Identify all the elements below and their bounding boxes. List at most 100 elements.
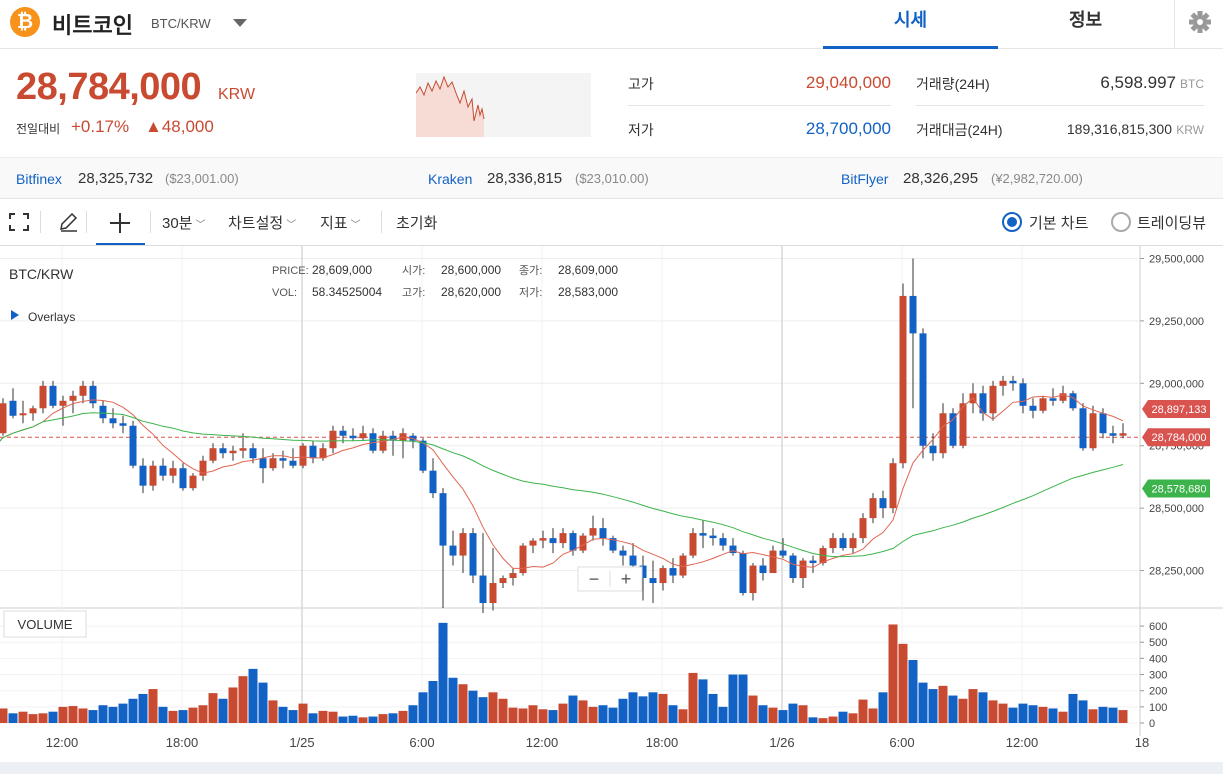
candle-body[interactable]: [319, 448, 327, 459]
candle-body[interactable]: [569, 533, 577, 551]
volume-bar[interactable]: [398, 710, 408, 723]
candle-body[interactable]: [939, 413, 947, 454]
interval-select[interactable]: 30분 ﹀: [162, 212, 206, 233]
volume-bar[interactable]: [338, 716, 348, 723]
volume-bar[interactable]: [88, 710, 98, 723]
candle-body[interactable]: [989, 385, 997, 414]
candle-body[interactable]: [519, 545, 527, 574]
candle-body[interactable]: [1049, 398, 1057, 401]
volume-bar[interactable]: [468, 690, 478, 723]
candle-body[interactable]: [809, 560, 817, 564]
settings-button[interactable]: [1174, 0, 1223, 49]
crosshair-tool-button[interactable]: [96, 199, 145, 245]
candle-body[interactable]: [839, 538, 847, 549]
volume-bar[interactable]: [218, 698, 228, 723]
volume-bar[interactable]: [598, 705, 608, 723]
candle-body[interactable]: [309, 445, 317, 459]
candle-body[interactable]: [589, 528, 597, 536]
volume-bar[interactable]: [28, 714, 38, 723]
volume-bar[interactable]: [238, 676, 248, 723]
volume-bar[interactable]: [868, 708, 878, 723]
volume-bar[interactable]: [578, 700, 588, 723]
volume-bar[interactable]: [8, 713, 18, 723]
candle-body[interactable]: [429, 470, 437, 494]
exchange-name-kraken[interactable]: Kraken: [428, 171, 473, 187]
volume-bar[interactable]: [348, 715, 358, 723]
candle-body[interactable]: [219, 448, 227, 454]
volume-bar[interactable]: [1058, 711, 1068, 723]
volume-bar[interactable]: [118, 703, 128, 723]
volume-bar[interactable]: [978, 692, 988, 723]
candle-body[interactable]: [199, 460, 207, 476]
basic-chart-label[interactable]: 기본 차트: [1029, 215, 1089, 232]
candle-body[interactable]: [119, 423, 127, 426]
candle-body[interactable]: [539, 538, 547, 541]
candle-body[interactable]: [979, 393, 987, 414]
candle-body[interactable]: [849, 538, 857, 549]
volume-bar[interactable]: [248, 668, 258, 723]
volume-bar[interactable]: [948, 695, 958, 723]
candle-body[interactable]: [179, 468, 187, 489]
candle-body[interactable]: [99, 405, 107, 419]
volume-bar[interactable]: [788, 703, 798, 723]
volume-bar[interactable]: [1078, 700, 1088, 723]
volume-bar[interactable]: [498, 698, 508, 723]
candle-body[interactable]: [1089, 413, 1097, 449]
candle-body[interactable]: [709, 535, 717, 539]
candle-body[interactable]: [129, 425, 137, 466]
volume-bar[interactable]: [258, 682, 268, 723]
volume-bar[interactable]: [698, 679, 708, 723]
candle-body[interactable]: [1099, 413, 1107, 434]
volume-bar[interactable]: [718, 706, 728, 723]
volume-bar[interactable]: [288, 710, 298, 723]
candle-body[interactable]: [879, 498, 887, 509]
volume-bar[interactable]: [78, 708, 88, 723]
volume-bar[interactable]: [858, 699, 868, 723]
volume-bar[interactable]: [838, 711, 848, 723]
candle-body[interactable]: [349, 435, 357, 439]
volume-bar[interactable]: [748, 695, 758, 723]
candle-body[interactable]: [209, 448, 217, 461]
candle-body[interactable]: [619, 550, 627, 556]
candle-body[interactable]: [799, 560, 807, 579]
volume-bar[interactable]: [648, 692, 658, 723]
candle-body[interactable]: [389, 435, 397, 441]
volume-bar[interactable]: [898, 643, 908, 723]
candle-body[interactable]: [959, 403, 967, 446]
volume-bar[interactable]: [938, 685, 948, 723]
volume-bar[interactable]: [688, 672, 698, 723]
candle-body[interactable]: [859, 518, 867, 539]
pencil-icon[interactable]: [58, 212, 78, 232]
volume-bar[interactable]: [418, 692, 428, 723]
volume-bar[interactable]: [818, 718, 828, 723]
volume-bar[interactable]: [918, 682, 928, 723]
candle-body[interactable]: [659, 568, 667, 584]
candle-body[interactable]: [239, 448, 247, 451]
volume-bar[interactable]: [908, 660, 918, 723]
candle-body[interactable]: [109, 418, 117, 424]
overlays-triangle-icon[interactable]: [11, 310, 19, 320]
volume-bar[interactable]: [608, 707, 618, 723]
candle-body[interactable]: [629, 555, 637, 566]
volume-bar[interactable]: [58, 706, 68, 723]
volume-bar[interactable]: [628, 692, 638, 723]
candle-body[interactable]: [49, 385, 57, 406]
volume-bar[interactable]: [1098, 706, 1108, 723]
volume-bar[interactable]: [618, 698, 628, 723]
candle-body[interactable]: [379, 435, 387, 451]
volume-bar[interactable]: [558, 703, 568, 723]
reset-button[interactable]: 초기화: [396, 215, 438, 232]
volume-bar[interactable]: [128, 698, 138, 723]
volume-bar[interactable]: [568, 695, 578, 723]
tab-market[interactable]: 시세: [823, 0, 998, 49]
candle-body[interactable]: [669, 568, 677, 576]
candle-body[interactable]: [559, 533, 567, 544]
candle-body[interactable]: [909, 295, 917, 334]
candle-body[interactable]: [679, 555, 687, 576]
candle-body[interactable]: [489, 583, 497, 604]
candle-body[interactable]: [439, 493, 447, 546]
volume-bar[interactable]: [438, 622, 448, 723]
candle-body[interactable]: [9, 400, 17, 416]
candle-body[interactable]: [59, 400, 67, 406]
volume-bar[interactable]: [888, 624, 898, 723]
